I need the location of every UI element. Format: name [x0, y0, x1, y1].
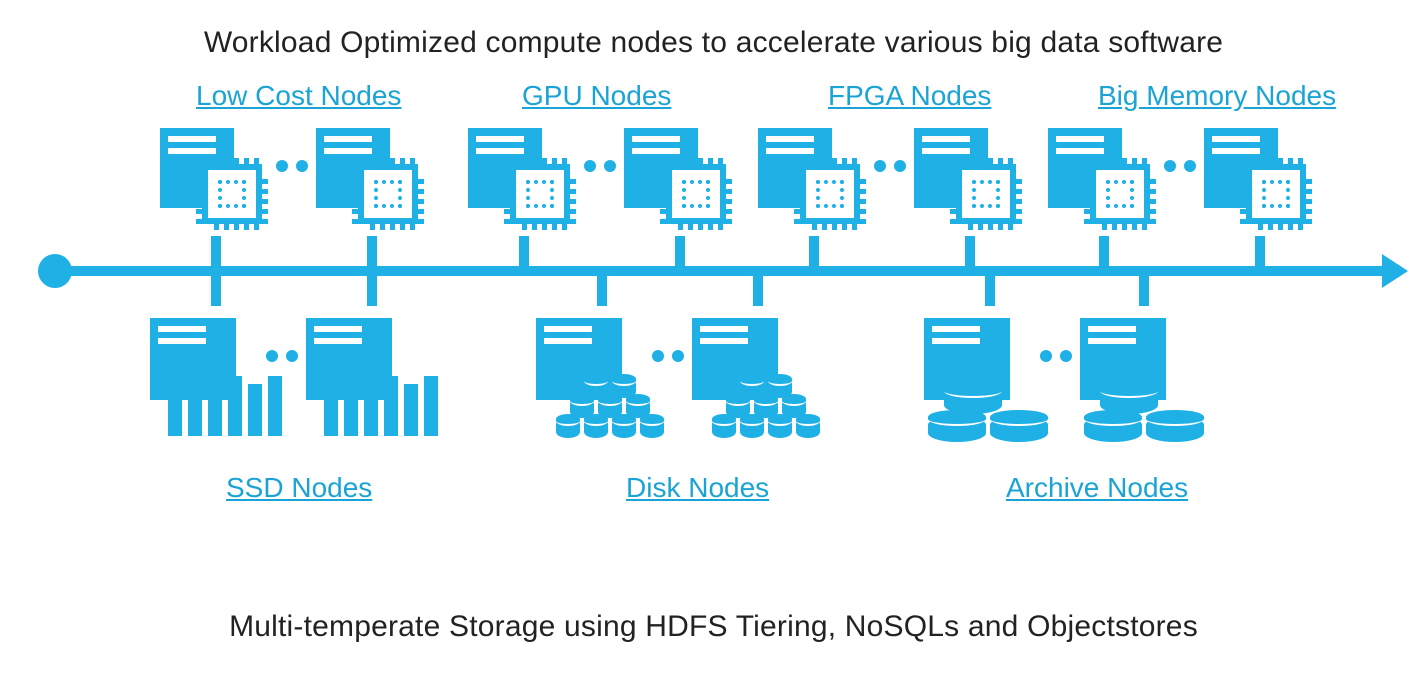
compute-node-icon-gpu: [624, 128, 746, 228]
ssd-node-icon-ssd: [306, 318, 446, 438]
compute-node-icon-bigmem: [1204, 128, 1326, 228]
axis-tick-up: [1255, 236, 1265, 276]
axis-tick-up: [965, 236, 975, 276]
compute-node-icon-fpga: [914, 128, 1036, 228]
archive-node-icon-archive: [1080, 318, 1230, 438]
label-link-fpga[interactable]: FPGA Nodes: [828, 80, 991, 112]
timeline-axis: [50, 266, 1390, 276]
axis-tick-down: [753, 266, 763, 306]
axis-tick-up: [809, 236, 819, 276]
architecture-diagram: { "colors": { "accent": "#1fb1e6", "link…: [0, 0, 1427, 700]
compute-node-icon-bigmem: [1048, 128, 1170, 228]
compute-node-icon-fpga: [758, 128, 880, 228]
label-link-low-cost[interactable]: Low Cost Nodes: [196, 80, 401, 112]
archive-node-icon-archive: [924, 318, 1074, 438]
axis-tick-up: [519, 236, 529, 276]
disk-node-icon-disk: [536, 318, 676, 438]
ssd-node-icon-ssd: [150, 318, 290, 438]
compute-node-icon-gpu: [468, 128, 590, 228]
label-link-gpu[interactable]: GPU Nodes: [522, 80, 671, 112]
label-link-disk[interactable]: Disk Nodes: [626, 472, 769, 504]
label-link-bigmem[interactable]: Big Memory Nodes: [1098, 80, 1336, 112]
compute-node-icon-low-cost: [160, 128, 282, 228]
axis-tick-down: [211, 266, 221, 306]
compute-node-icon-low-cost: [316, 128, 438, 228]
axis-tick-down: [367, 266, 377, 306]
heading-bottom: Multi-temperate Storage using HDFS Tieri…: [0, 610, 1427, 644]
label-link-ssd[interactable]: SSD Nodes: [226, 472, 372, 504]
disk-node-icon-disk: [692, 318, 832, 438]
axis-tick-down: [985, 266, 995, 306]
heading-top: Workload Optimized compute nodes to acce…: [0, 26, 1427, 60]
axis-arrow: [1382, 254, 1408, 288]
axis-tick-up: [1099, 236, 1109, 276]
label-link-archive[interactable]: Archive Nodes: [1006, 472, 1188, 504]
axis-tick-down: [597, 266, 607, 306]
axis-tick-up: [675, 236, 685, 276]
axis-tick-down: [1139, 266, 1149, 306]
